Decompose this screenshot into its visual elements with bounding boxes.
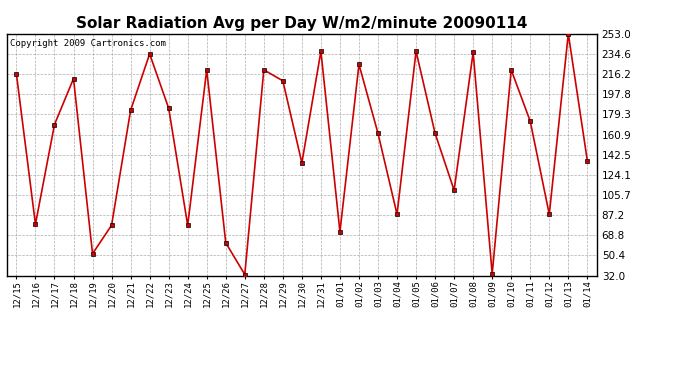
Title: Solar Radiation Avg per Day W/m2/minute 20090114: Solar Radiation Avg per Day W/m2/minute …: [76, 16, 528, 31]
Text: Copyright 2009 Cartronics.com: Copyright 2009 Cartronics.com: [10, 39, 166, 48]
